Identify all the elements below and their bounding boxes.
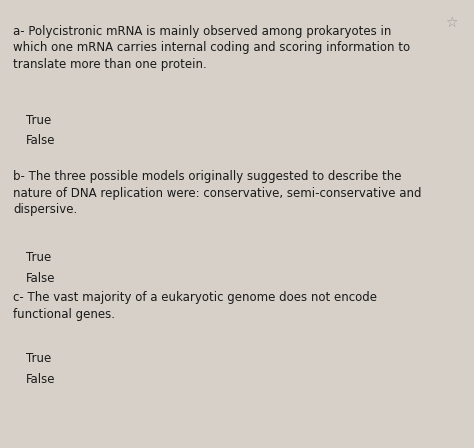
Text: True: True [26,114,51,127]
Text: False: False [26,373,55,386]
Text: a- Polycistronic mRNA is mainly observed among prokaryotes in
which one mRNA car: a- Polycistronic mRNA is mainly observed… [13,25,410,71]
Text: False: False [26,134,55,147]
Text: c- The vast majority of a eukaryotic genome does not encode
functional genes.: c- The vast majority of a eukaryotic gen… [13,291,377,321]
Text: False: False [26,272,55,285]
Text: ☆: ☆ [445,16,457,30]
Text: b- The three possible models originally suggested to describe the
nature of DNA : b- The three possible models originally … [13,170,422,216]
Text: True: True [26,251,51,264]
Text: True: True [26,352,51,365]
